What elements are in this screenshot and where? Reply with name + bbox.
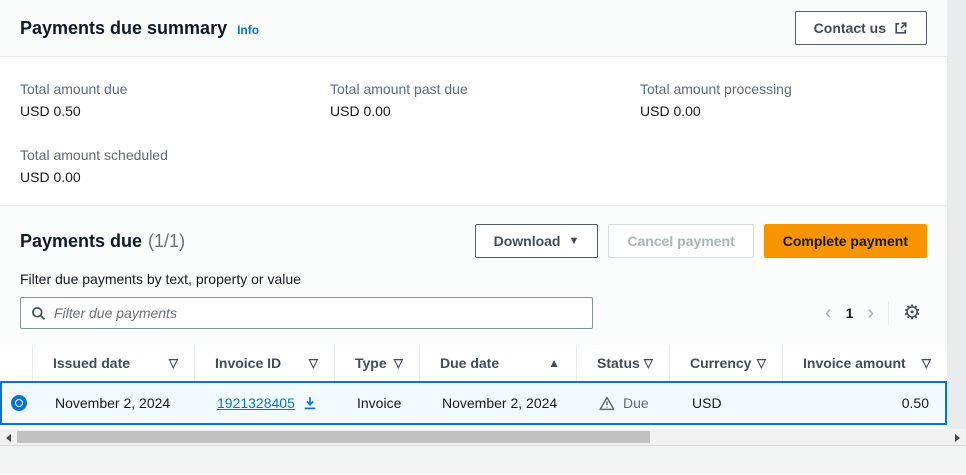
column-header-invoice-id[interactable]: Invoice ID ▽ — [195, 345, 335, 381]
payments-table: Issued date ▽ Invoice ID ▽ Type ▽ Due da… — [0, 345, 947, 425]
column-header-type[interactable]: Type ▽ — [335, 345, 420, 381]
contact-us-button[interactable]: Contact us — [794, 11, 927, 45]
next-page-button[interactable]: › — [867, 302, 875, 324]
content-area: Payments due summary Info Contact us — [0, 0, 966, 429]
stat-total-past-due: Total amount past due USD 0.00 — [330, 81, 640, 119]
info-link[interactable]: Info — [237, 22, 260, 37]
current-page-button[interactable]: 1 — [845, 305, 854, 321]
column-header-issued-date[interactable]: Issued date ▽ — [33, 345, 195, 381]
warning-icon — [599, 396, 615, 411]
sort-icon[interactable]: ▽ — [393, 356, 403, 370]
payments-title-group: Payments due (1/1) — [20, 231, 185, 252]
horizontal-scrollbar[interactable] — [0, 429, 966, 446]
due-date-cell: November 2, 2024 — [442, 395, 558, 411]
caret-down-icon: ▼ — [568, 235, 580, 247]
invoice-id-cell: 1921328405 — [197, 395, 337, 411]
select-column-header — [0, 345, 33, 381]
stat-value: USD 0.00 — [330, 103, 391, 119]
row-select-cell — [2, 395, 35, 411]
status-cell: Due — [579, 395, 672, 411]
column-label: Invoice ID — [215, 355, 282, 371]
column-label: Invoice amount — [803, 355, 906, 371]
payments-title-row: Payments due (1/1) Download ▼ Cancel paym… — [20, 224, 927, 258]
stat-value: USD 0.00 — [640, 103, 701, 119]
sort-icon[interactable]: ▽ — [168, 356, 178, 370]
download-invoice-icon[interactable] — [303, 396, 317, 410]
stat-label: Total amount processing — [640, 81, 792, 97]
sort-icon[interactable]: ▽ — [308, 356, 318, 370]
bottom-background-strip — [0, 446, 966, 474]
scroll-left-arrow[interactable] — [0, 429, 17, 446]
pagination-divider — [888, 301, 890, 325]
stat-value: USD 0.50 — [20, 103, 81, 119]
column-header-currency[interactable]: Currency ▽ — [670, 345, 783, 381]
filter-search-box[interactable] — [20, 297, 593, 329]
download-label: Download — [493, 233, 561, 249]
stat-label: Total amount past due — [330, 81, 468, 97]
download-button[interactable]: Download ▼ — [474, 224, 599, 258]
summary-stats: Total amount due USD 0.50 Total amount p… — [0, 57, 947, 206]
stat-total-due: Total amount due USD 0.50 — [20, 81, 330, 119]
summary-title-group: Payments due summary Info — [20, 18, 259, 39]
filter-instruction-label: Filter due payments by text, property or… — [20, 271, 301, 287]
payments-due-title: Payments due — [20, 230, 143, 251]
stat-label: Total amount scheduled — [20, 147, 168, 163]
payments-actions: Download ▼ Cancel payment Complete payme… — [474, 224, 927, 258]
column-header-status[interactable]: Status ▽ — [577, 345, 670, 381]
type-cell: Invoice — [357, 395, 402, 411]
invoice-amount-cell: 0.50 — [901, 395, 929, 411]
table-header-row: Issued date ▽ Invoice ID ▽ Type ▽ Due da… — [0, 345, 947, 381]
complete-payment-button[interactable]: Complete payment — [763, 224, 927, 258]
column-label: Type — [355, 355, 387, 371]
sort-icon[interactable]: ▽ — [643, 356, 653, 370]
sort-icon[interactable]: ▽ — [921, 356, 931, 370]
sort-icon[interactable]: ▽ — [756, 356, 766, 370]
stat-value: USD 0.00 — [20, 169, 81, 185]
column-label: Status — [597, 355, 640, 371]
currency-cell: USD — [692, 395, 722, 411]
issued-date-cell: November 2, 2024 — [55, 395, 171, 411]
column-header-invoice-amount[interactable]: Invoice amount ▽ — [783, 345, 947, 381]
column-label: Due date — [440, 355, 500, 371]
stat-label: Total amount due — [20, 81, 128, 97]
scroll-right-arrow[interactable] — [949, 429, 966, 446]
table-settings-gear-icon[interactable]: ⚙ — [903, 302, 921, 324]
sort-ascending-icon[interactable]: ▲ — [548, 356, 560, 370]
previous-page-button[interactable]: ‹ — [824, 302, 832, 324]
stat-total-scheduled: Total amount scheduled USD 0.00 — [20, 147, 330, 185]
column-label: Currency — [690, 355, 752, 371]
table-row[interactable]: November 2, 2024 1921328405 Invoice Nov — [0, 381, 947, 425]
filter-row: ‹ 1 › ⚙ — [20, 297, 927, 329]
contact-us-label: Contact us — [813, 20, 886, 36]
external-link-icon — [894, 21, 908, 35]
summary-header: Payments due summary Info Contact us — [0, 0, 947, 57]
filter-input[interactable] — [54, 305, 582, 321]
column-label: Issued date — [53, 355, 131, 371]
row-radio-selected[interactable] — [11, 395, 27, 411]
page-title: Payments due summary — [20, 17, 228, 38]
main-panel: Payments due summary Info Contact us — [0, 0, 947, 425]
column-header-due-date[interactable]: Due date ▲ — [420, 345, 577, 381]
invoice-id-link[interactable]: 1921328405 — [217, 395, 295, 411]
cancel-payment-button[interactable]: Cancel payment — [608, 224, 754, 258]
status-label: Due — [623, 395, 649, 411]
stat-total-processing: Total amount processing USD 0.00 — [640, 81, 927, 119]
search-icon — [31, 306, 46, 321]
payments-count: (1/1) — [148, 230, 186, 251]
pagination: ‹ 1 › ⚙ — [825, 301, 927, 325]
payments-due-header: Payments due (1/1) Download ▼ Cancel paym… — [0, 206, 947, 345]
scrollbar-thumb[interactable] — [17, 431, 650, 443]
page-background-strip — [947, 0, 966, 429]
